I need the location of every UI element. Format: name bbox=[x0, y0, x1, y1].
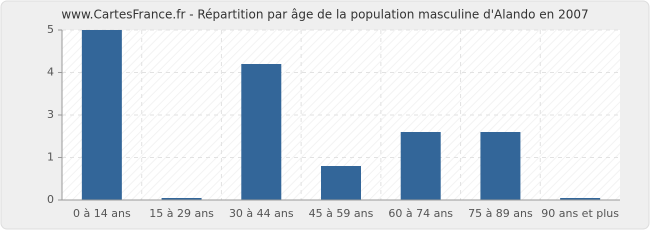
bar bbox=[241, 64, 282, 200]
bar bbox=[560, 198, 601, 200]
y-tick-label: 1 bbox=[47, 151, 54, 164]
bar bbox=[321, 166, 361, 200]
x-tick-label: 15 à 29 ans bbox=[149, 207, 214, 220]
x-tick-label: 0 à 14 ans bbox=[73, 207, 131, 220]
chart-title: www.CartesFrance.fr - Répartition par âg… bbox=[61, 8, 588, 22]
x-tick-label: 30 à 44 ans bbox=[229, 207, 294, 220]
bar bbox=[161, 198, 202, 200]
x-tick-label: 60 à 74 ans bbox=[388, 207, 453, 220]
x-tick-label: 75 à 89 ans bbox=[468, 207, 533, 220]
y-tick-label: 4 bbox=[47, 66, 54, 79]
x-tick-label: 90 ans et plus bbox=[541, 207, 619, 220]
x-tick-label: 45 à 59 ans bbox=[309, 207, 374, 220]
bar bbox=[81, 30, 122, 200]
bar bbox=[400, 132, 441, 200]
bar bbox=[480, 132, 521, 200]
y-tick-label: 3 bbox=[47, 108, 54, 121]
y-tick-label: 5 bbox=[47, 23, 54, 36]
chart: www.CartesFrance.fr - Répartition par âg… bbox=[0, 0, 650, 230]
y-tick-label: 0 bbox=[47, 193, 54, 206]
